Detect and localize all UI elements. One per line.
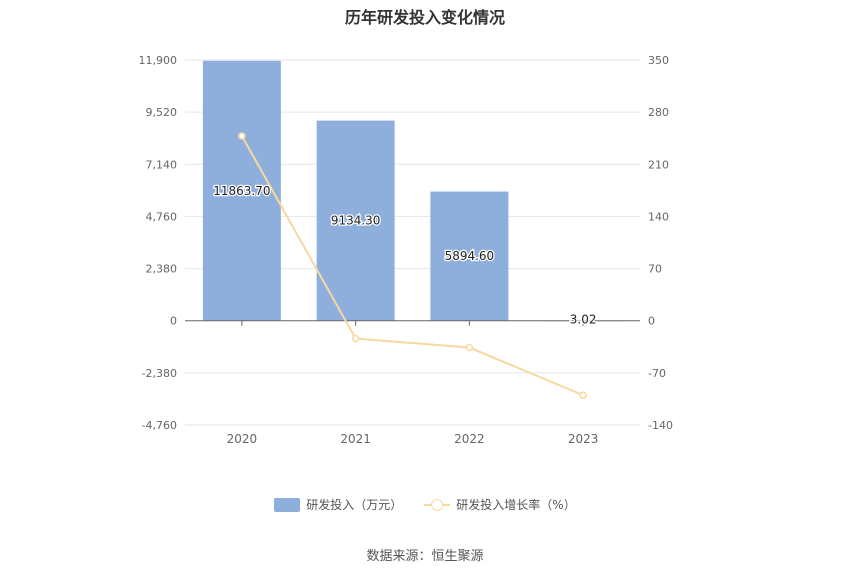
bar [316,120,395,321]
bar-data-label: 3.02 [570,313,597,327]
axis-layer: 11,900 9,520 7,140 4,760 2,380 0 -2,380 -4,760 3… [139,54,673,446]
bar-data-label: 9134.30 [331,214,381,228]
y-left-tick-label: -4,760 [142,419,177,432]
legend: 研发投入（万元） 研发投入增长率（%） [0,496,850,513]
y-right-tick-label: 350 [648,54,669,67]
legend-item-line[interactable]: 研发投入增长率（%） [424,496,576,513]
line-point [351,334,360,343]
x-tick-label: 2020 [227,432,258,446]
y-right-tick-label: 280 [648,106,669,119]
chart-plot: 11,900 9,520 7,140 4,760 2,380 0 -2,380 -4,760 3… [139,54,673,446]
bar-layer [202,60,623,322]
y-right-tick-label: -70 [648,367,666,380]
line-point [465,343,474,352]
bar-data-label: 5894.60 [445,249,495,263]
y-right-tick-label: -140 [648,419,673,432]
legend-bar-label: 研发投入（万元） [306,498,403,512]
y-right-tick-label: 140 [648,210,669,223]
growth-rate-line [241,135,584,397]
line-point [579,391,587,399]
y-left-tick-label: 7,140 [146,158,178,171]
y-left-tick-label: 11,900 [139,54,178,67]
line-layer [238,132,587,399]
legend-line-swatch [424,498,451,512]
grid-layer [185,59,640,426]
data-source: 数据来源：恒生聚源 [366,549,484,564]
bar-data-label: 11863.70 [213,184,270,198]
y-left-tick-label: 4,760 [146,210,178,223]
legend-bar-swatch [274,497,301,512]
y-left-tick-label: -2,380 [142,367,177,380]
x-tick-label: 2021 [340,432,371,446]
y-left-tick-label: 9,520 [146,106,178,119]
x-tick-label: 2023 [568,432,599,446]
x-tick-label: 2022 [454,432,485,446]
y-left-tick-label: 2,380 [146,263,178,276]
legend-line-label: 研发投入增长率（%） [456,498,576,512]
line-point [238,132,246,140]
y-right-tick-label: 70 [648,263,662,276]
chart-title: 历年研发投入变化情况 [344,8,505,27]
y-left-tick-label: 0 [170,315,177,328]
bar [202,60,281,321]
label-layer: 11863.70 9134.30 5894.60 3.02 [212,183,598,328]
legend-item-bar[interactable]: 研发投入（万元） [274,496,402,513]
y-right-tick-label: 0 [648,315,655,328]
y-right-tick-label: 210 [648,158,669,171]
bar [430,191,509,321]
